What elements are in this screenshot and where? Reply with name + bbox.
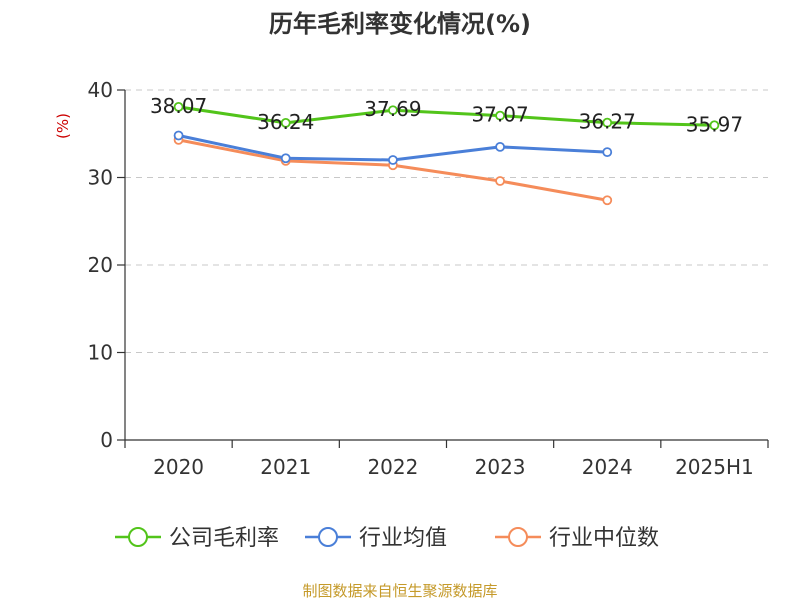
grid-lines [125,89,768,353]
y-tick-label: 40 [88,78,113,102]
data-point [495,176,505,186]
data-point [388,105,398,116]
y-tick-label: 30 [88,166,113,190]
legend-marker [128,527,148,547]
data-point [709,120,720,131]
x-tick-label: 2020 [153,455,204,479]
data-labels: 38.07 36.24 37.69 37.07 36.27 35.97 [150,94,743,136]
data-point [602,147,613,158]
series-line [177,105,716,127]
y-tick-label: 20 [88,253,113,277]
legend-item[interactable]: 行业中位数 [495,526,659,551]
data-point [602,117,613,128]
data-point [495,110,505,121]
x-tick-label: 2024 [582,455,633,479]
chart-title: 历年毛利率变化情况(%) [269,10,531,38]
series-layer [173,101,720,206]
data-label: 35.97 [686,112,743,136]
y-tick-label: 0 [100,428,113,452]
data-point [173,130,184,141]
legend-item[interactable]: 公司毛利率 [115,526,279,551]
data-point [280,153,291,164]
y-axis-label: (%) [54,113,72,139]
legend-label: 公司毛利率 [169,526,279,551]
series-0 [173,101,720,131]
data-point [388,155,398,165]
data-label: 36.27 [579,110,636,134]
x-tick-label: 2023 [475,455,526,479]
legend-marker [318,527,338,547]
series-2 [173,134,613,206]
y-tick-label: 10 [88,341,113,365]
data-source-text: 制图数据来自恒生聚源数据库 [302,582,497,600]
data-label: 38.07 [150,94,207,118]
data-point [280,118,291,128]
legend-marker [508,527,528,547]
data-point [495,141,505,152]
legend-label: 行业中位数 [549,526,659,551]
data-point [602,195,613,206]
series-1 [173,130,613,165]
data-label: 36.24 [257,110,314,134]
x-tick-label: 2025H1 [675,455,754,479]
data-label: 37.69 [364,97,421,121]
legend-label: 行业均值 [359,526,447,551]
legend: 公司毛利率 行业均值 行业中位数 [115,526,659,551]
data-label: 37.07 [471,103,528,127]
legend-item[interactable]: 行业均值 [305,526,447,551]
x-tick-label: 2022 [367,455,418,479]
axes: 0 10 20 30 40 2020 2021 2022 2023 2024 2025H1 [88,78,769,479]
x-tick-label: 2021 [260,455,311,479]
data-point [173,101,184,112]
